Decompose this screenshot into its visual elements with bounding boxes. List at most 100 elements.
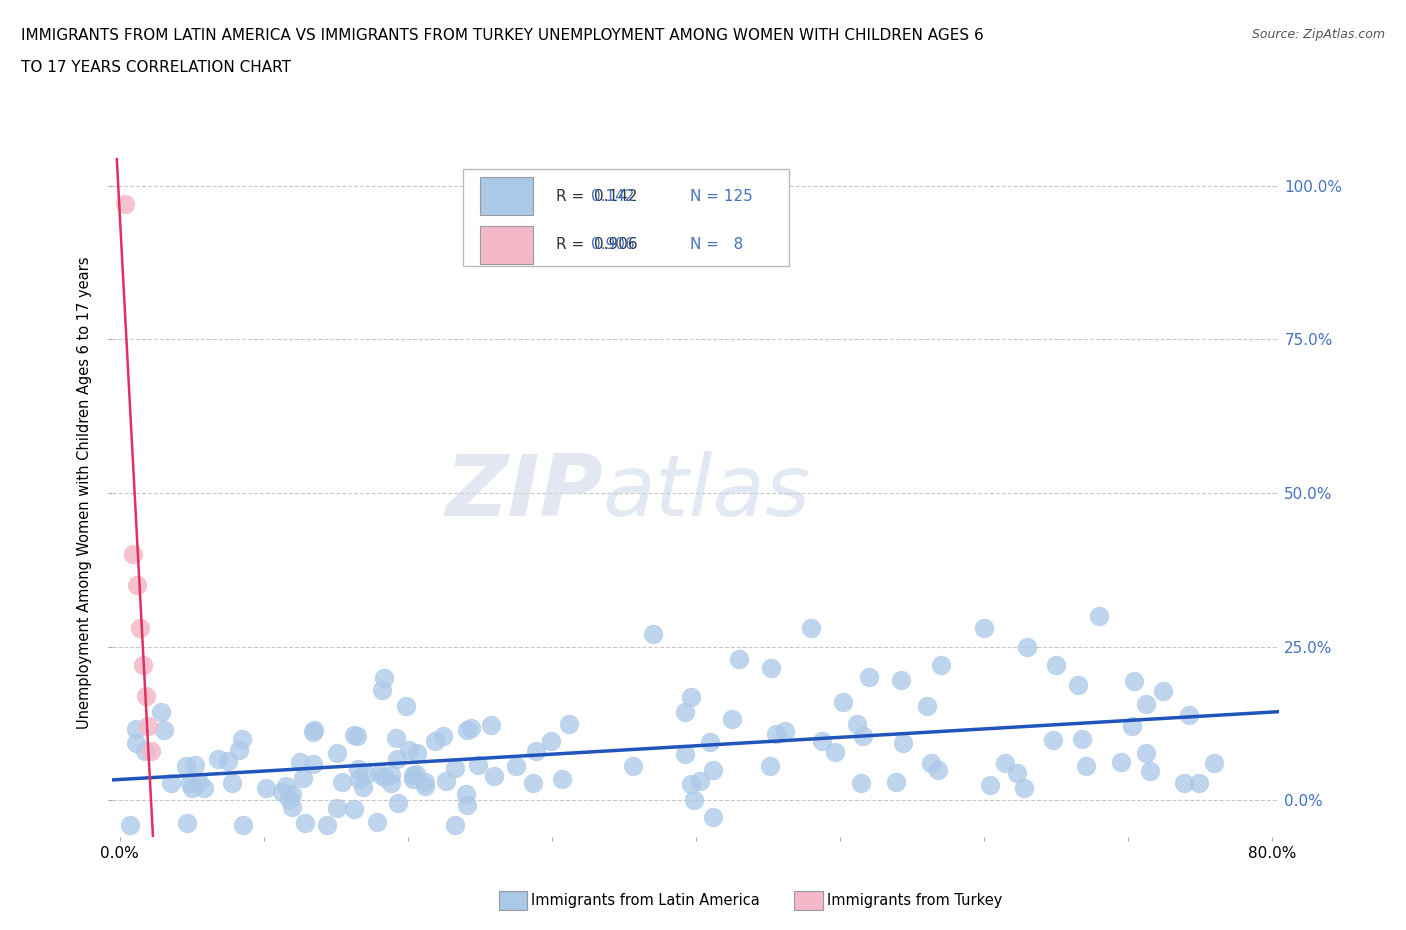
Point (522, 776, 544, 790)
Point (1066, 677, 1088, 692)
Point (193, 780, 215, 795)
Point (281, 800, 304, 815)
Point (891, 736, 914, 751)
Point (132, 658, 155, 672)
Point (180, 781, 202, 796)
Point (207, 751, 229, 766)
Point (292, 771, 315, 786)
Point (702, 763, 724, 777)
Point (1121, 718, 1143, 733)
Point (1177, 708, 1199, 723)
Point (1042, 733, 1064, 748)
Point (125, 578, 148, 592)
Point (405, 766, 427, 781)
Point (979, 777, 1001, 792)
Point (176, 815, 198, 830)
Point (373, 671, 395, 685)
Point (759, 759, 782, 774)
Point (824, 745, 846, 760)
Text: Immigrants from Turkey: Immigrants from Turkey (827, 893, 1002, 908)
Point (385, 751, 408, 766)
Point (395, 698, 418, 713)
Point (373, 770, 395, 785)
Point (800, 620, 823, 635)
Point (775, 724, 797, 738)
Point (699, 734, 721, 749)
Point (281, 787, 304, 802)
Text: 0.142: 0.142 (591, 189, 634, 204)
Point (811, 733, 834, 748)
Point (121, 547, 143, 562)
Point (1135, 746, 1157, 761)
Point (915, 698, 938, 713)
FancyBboxPatch shape (479, 226, 533, 263)
Point (846, 717, 869, 732)
Point (434, 774, 457, 789)
Point (304, 723, 326, 737)
Point (184, 758, 207, 773)
Point (689, 774, 711, 789)
Point (993, 755, 1015, 770)
Point (254, 780, 277, 795)
Point (641, 627, 664, 642)
Point (443, 817, 465, 832)
Point (221, 776, 243, 790)
Point (174, 758, 197, 773)
Point (456, 797, 478, 812)
Point (1070, 732, 1092, 747)
Point (1005, 765, 1028, 780)
Point (1017, 639, 1039, 654)
Text: ZIP: ZIP (444, 451, 603, 535)
Point (1076, 759, 1098, 774)
Text: atlas: atlas (603, 451, 811, 535)
Point (368, 766, 391, 781)
Point (354, 766, 377, 781)
Point (134, 744, 156, 759)
Point (179, 776, 201, 790)
Point (1109, 755, 1132, 770)
Point (138, 719, 160, 734)
FancyBboxPatch shape (463, 169, 789, 266)
Point (1188, 776, 1211, 790)
Point (831, 695, 853, 710)
FancyBboxPatch shape (479, 178, 533, 216)
Point (920, 756, 942, 771)
Point (1204, 755, 1226, 770)
Text: N =   8: N = 8 (690, 237, 744, 252)
Point (1012, 781, 1035, 796)
Point (141, 744, 163, 759)
Point (346, 762, 368, 777)
Point (301, 756, 323, 771)
Point (456, 723, 478, 737)
Point (188, 775, 211, 790)
Point (302, 724, 325, 739)
Point (352, 780, 374, 795)
Point (683, 792, 706, 807)
Point (231, 732, 253, 747)
Point (673, 747, 696, 762)
Point (413, 778, 436, 793)
Point (125, 736, 148, 751)
Point (1135, 697, 1157, 711)
Point (380, 767, 402, 782)
Point (1088, 608, 1111, 623)
Point (366, 814, 388, 829)
Point (1173, 775, 1195, 790)
Point (432, 729, 454, 744)
Point (326, 746, 349, 761)
Text: Source: ZipAtlas.com: Source: ZipAtlas.com (1251, 28, 1385, 41)
Point (973, 620, 995, 635)
Point (702, 810, 724, 825)
Point (276, 778, 298, 793)
Point (456, 787, 478, 802)
Point (679, 689, 702, 704)
Point (371, 683, 394, 698)
Y-axis label: Unemployment Among Women with Children Ages 6 to 17 years: Unemployment Among Women with Children A… (77, 257, 93, 729)
Point (721, 711, 744, 726)
Point (413, 775, 436, 790)
Point (346, 728, 368, 743)
Point (1139, 764, 1161, 778)
Point (524, 743, 547, 758)
Point (232, 817, 254, 832)
Point (550, 772, 572, 787)
